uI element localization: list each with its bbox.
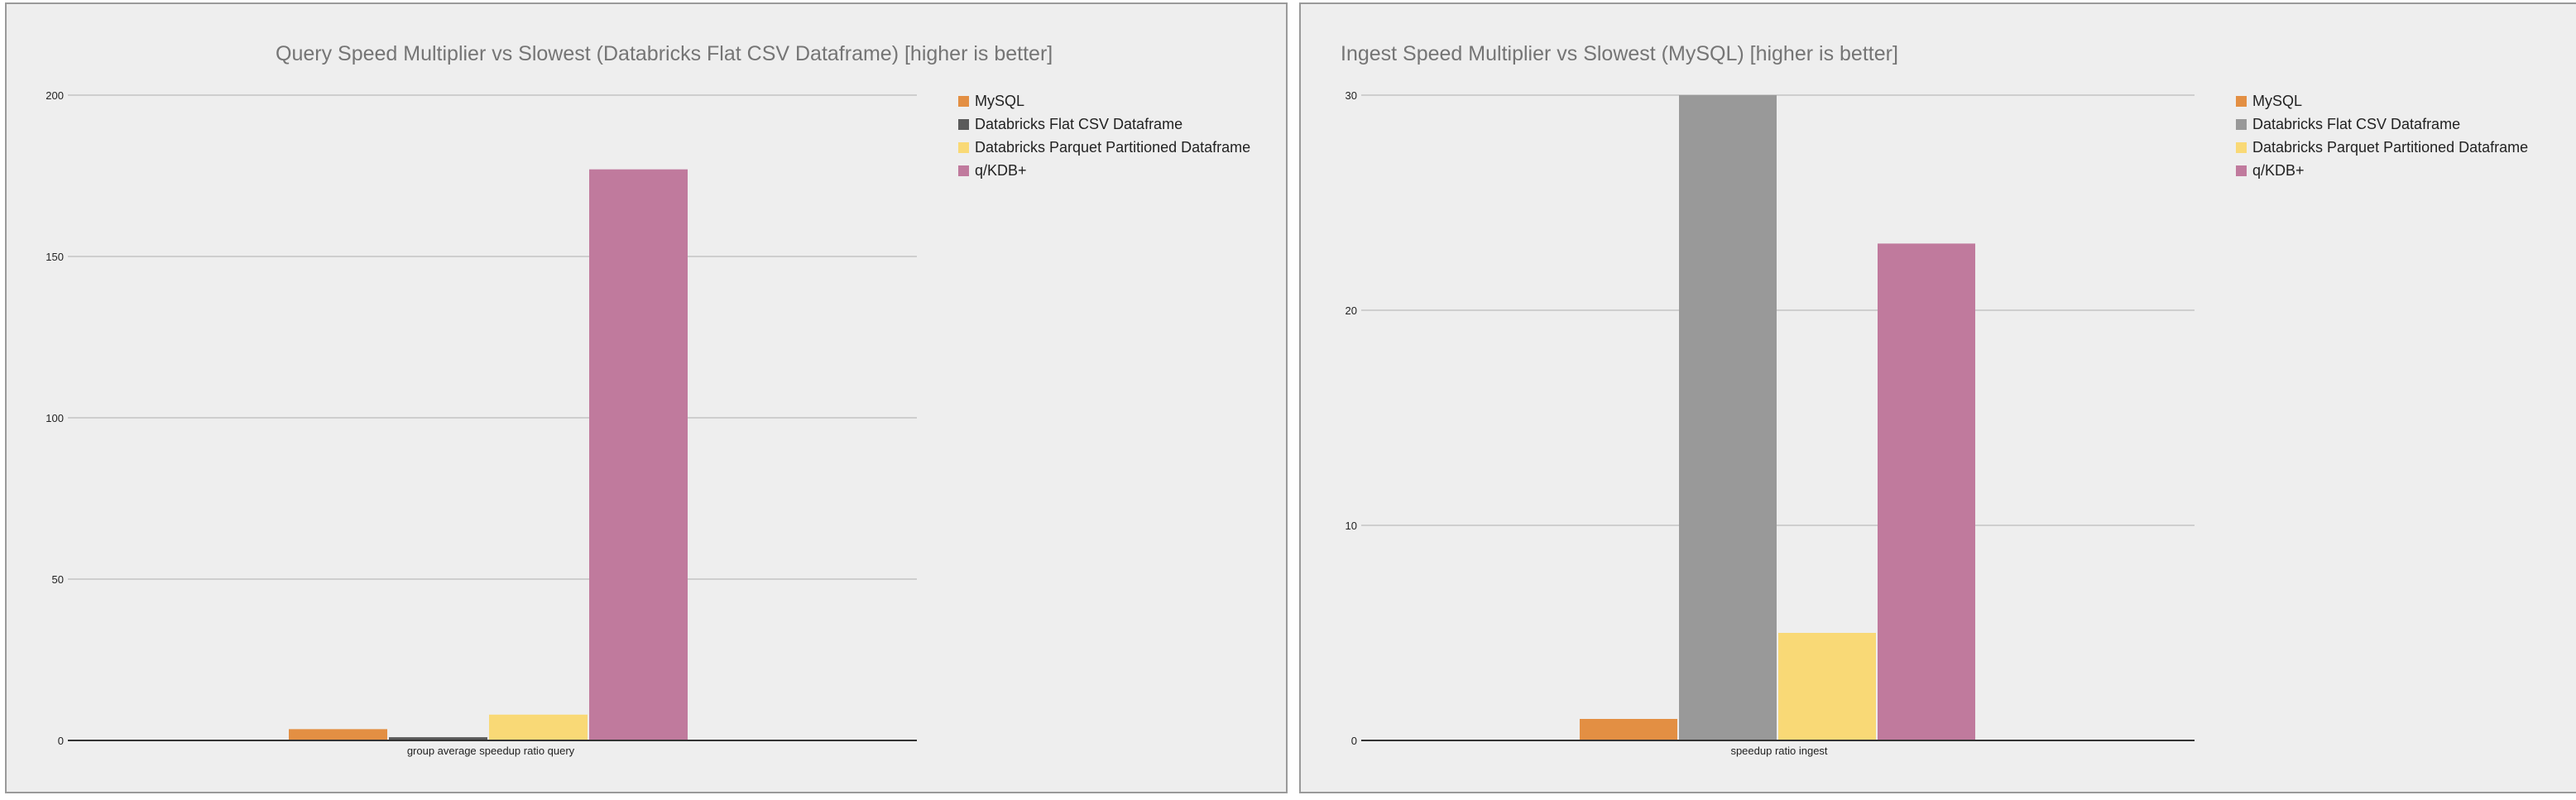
legend-swatch: [2236, 95, 2247, 107]
chart-title: Ingest Speed Multiplier vs Slowest (MySQ…: [1341, 42, 1898, 65]
y-tick-label: 10: [1346, 520, 1357, 532]
y-tick-label: 20: [1346, 304, 1357, 317]
y-tick-label: 50: [52, 573, 64, 586]
y-tick-label: 100: [46, 412, 64, 424]
legend-label: Databricks Flat CSV Dataframe: [2252, 115, 2461, 132]
legend-swatch: [958, 95, 969, 107]
legend-swatch: [958, 165, 969, 176]
legend-label: Databricks Parquet Partitioned Dataframe: [975, 138, 1251, 156]
legend-item: q/KDB+: [2236, 159, 2528, 182]
y-tick-label: 30: [1346, 89, 1357, 102]
legend-label: MySQL: [975, 92, 1025, 109]
ingest-speed-chart: 0 10 20 30 speedup ratio ingest: [1346, 89, 2195, 757]
legend-item: Databricks Parquet Partitioned Dataframe: [2236, 136, 2528, 159]
bar: [589, 169, 688, 740]
legend-label: Databricks Flat CSV Dataframe: [975, 115, 1183, 132]
y-tick-label: 200: [46, 89, 64, 102]
legend-item: Databricks Flat CSV Dataframe: [958, 113, 1250, 136]
y-tick-label: 0: [1351, 735, 1357, 747]
legend-label: q/KDB+: [975, 161, 1027, 179]
bar: [1679, 95, 1777, 740]
ingest-speed-chart-panel: Ingest Speed Multiplier vs Slowest (MySQ…: [1299, 2, 2576, 793]
x-tick-label: group average speedup ratio query: [407, 745, 575, 757]
query-speed-chart: 0 50 100 150 200 group average speedup ratio …: [46, 89, 917, 757]
legend-item: MySQL: [958, 89, 1250, 113]
chart-title: Query Speed Multiplier vs Slowest (Datab…: [276, 42, 1053, 65]
bar: [1878, 243, 1975, 740]
legend-swatch: [2236, 118, 2247, 130]
y-tick-label: 0: [58, 735, 64, 747]
bar: [1778, 633, 1876, 740]
legend-swatch: [2236, 141, 2247, 153]
bar: [289, 729, 387, 740]
legend-item: q/KDB+: [958, 159, 1250, 182]
legend-label: Databricks Parquet Partitioned Dataframe: [2252, 138, 2529, 156]
bar: [489, 714, 588, 740]
y-tick-label: 150: [46, 251, 64, 263]
legend-swatch: [2236, 165, 2247, 176]
chart-legend: MySQL Databricks Flat CSV Dataframe Databr…: [2236, 89, 2528, 182]
legend-label: q/KDB+: [2252, 161, 2305, 179]
legend-item: MySQL: [2236, 89, 2528, 113]
bar: [389, 737, 487, 740]
chart-legend: MySQL Databricks Flat CSV Dataframe Databr…: [958, 89, 1250, 182]
legend-swatch: [958, 141, 969, 153]
legend-swatch: [958, 118, 969, 130]
bar: [1580, 719, 1677, 740]
x-tick-label: speedup ratio ingest: [1730, 745, 1827, 757]
legend-label: MySQL: [2252, 92, 2303, 109]
legend-item: Databricks Flat CSV Dataframe: [2236, 113, 2528, 136]
legend-item: Databricks Parquet Partitioned Dataframe: [958, 136, 1250, 159]
query-speed-chart-panel: Query Speed Multiplier vs Slowest (Datab…: [5, 2, 1288, 793]
